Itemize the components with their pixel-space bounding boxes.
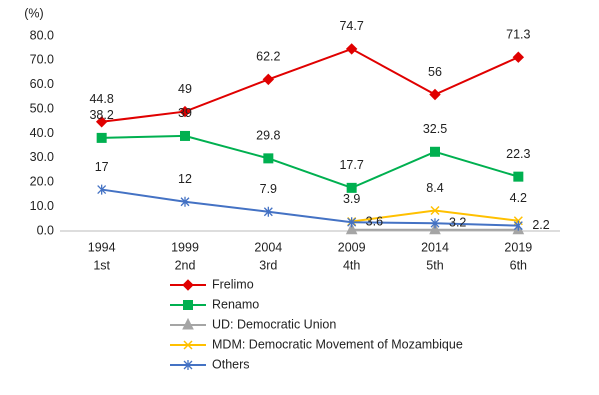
data-label: 71.3 [506,28,530,42]
x-tick-label: 5th [426,258,443,272]
legend-label: UD: Democratic Union [212,317,336,331]
y-tick-label: 50.0 [30,101,54,115]
series-line [101,188,519,227]
data-point [96,132,107,143]
data-point [262,73,275,86]
x-tick-label: 2004 [254,240,282,254]
x-tick-label: 1999 [171,240,199,254]
y-tick-label: 20.0 [30,175,54,189]
data-point [512,51,525,63]
y-tick-label: 0.0 [37,223,54,237]
data-label: 3.2 [449,215,466,229]
y-axis-label: (%) [24,6,43,20]
data-label: 7.9 [260,182,277,196]
x-tick-label: 2009 [338,240,366,254]
y-tick-label: 80.0 [30,28,54,42]
data-point [180,130,190,141]
legend-marker [182,317,194,330]
data-point [179,105,191,118]
data-label: 56 [428,65,442,79]
data-label: 3.6 [366,215,383,229]
legend-marker [183,300,193,310]
y-tick-label: 60.0 [30,77,54,91]
legend-marker [182,279,194,291]
data-label: 17 [95,160,109,174]
data-label: 22.3 [506,147,530,161]
legend-marker [183,360,193,370]
y-tick-label: 30.0 [30,150,54,164]
data-label: 62.2 [256,50,280,64]
data-point [430,205,440,216]
data-point [429,88,441,101]
data-point [430,146,440,157]
data-point [180,196,190,207]
data-point [346,182,357,193]
data-point [95,116,108,128]
data-label: 12 [178,172,192,186]
y-tick-label: 10.0 [30,199,54,213]
data-point [429,222,441,235]
data-label: 32.5 [423,122,447,136]
data-point [345,222,358,235]
x-tick-label: 4th [343,258,360,272]
data-label: 29.8 [256,129,280,143]
x-tick-label: 1st [93,258,110,272]
data-point [430,218,440,229]
x-tick-label: 3rd [259,258,277,272]
data-label: 74.7 [339,19,363,33]
x-tick-label: 2nd [175,258,196,272]
x-tick-label: 2014 [421,240,449,254]
data-label: 38.2 [89,108,113,122]
x-tick-label: 1994 [88,240,116,254]
series-line [101,134,519,189]
series-line [101,47,519,123]
data-point [97,184,107,195]
data-label: 8.4 [426,181,443,195]
x-tick-label: 2019 [504,240,532,254]
data-label: 44.8 [89,92,113,106]
legend-label: MDM: Democratic Movement of Mozambique [212,337,463,351]
data-point [513,220,523,231]
legend-marker [183,340,193,350]
data-point [347,217,357,228]
data-point [513,171,524,182]
x-tick-label: 6th [510,258,527,272]
legend-label: Others [212,357,250,371]
data-label: 3.9 [343,192,360,206]
y-tick-label: 40.0 [30,126,54,140]
data-point [263,153,274,164]
data-label: 2.2 [532,218,549,232]
y-tick-label: 70.0 [30,53,54,67]
legend-label: Renamo [212,297,259,311]
data-label: 49 [178,82,192,96]
data-label: 17.7 [339,158,363,172]
data-label: 4.2 [510,191,527,205]
data-point [263,206,273,217]
legend-label: Frelimo [212,277,254,291]
data-label: 39 [178,106,192,120]
data-point [345,43,358,55]
